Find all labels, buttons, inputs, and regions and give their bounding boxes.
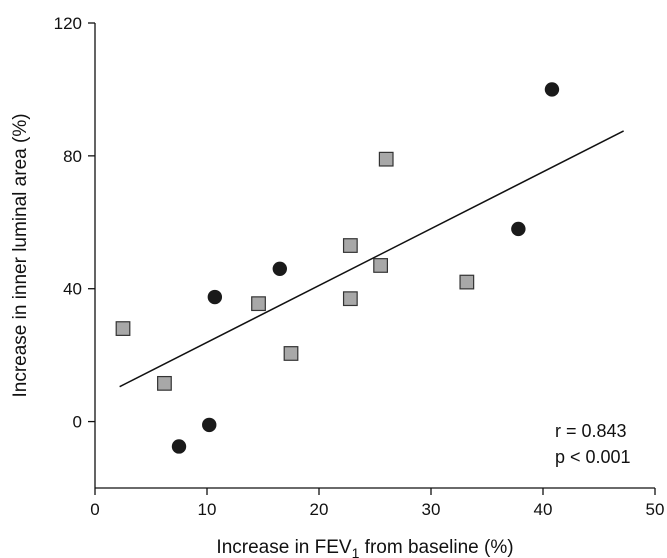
ticks: 0 10 20 30 40 50 0 40 80 120 — [54, 14, 665, 519]
data-point-circle — [511, 221, 526, 237]
x-tick-label: 40 — [534, 500, 553, 519]
x-axis-title: Increase in FEV1 from baseline (%) — [216, 537, 513, 558]
data-point-square — [378, 151, 394, 167]
x-tick-label: 50 — [646, 500, 665, 519]
axes — [94, 23, 655, 489]
data-point-circle — [272, 261, 287, 276]
y-tick-label: 80 — [63, 147, 82, 166]
data-point-square — [373, 258, 388, 273]
p-annotation: p < 0.001 — [555, 447, 631, 467]
data-point-square — [283, 346, 299, 361]
x-axis-title-main: Increase in FEV — [216, 537, 351, 558]
data-point-square — [342, 238, 358, 253]
data-point-square — [251, 296, 266, 312]
x-axis-title-subscript: 1 — [352, 545, 360, 558]
data-point-square — [459, 274, 475, 290]
y-axis-title: Increase in inner luminal area (%) — [10, 113, 31, 397]
y-tick-label: 40 — [63, 280, 82, 299]
y-tick-label: 0 — [73, 413, 82, 432]
data-point-circle — [171, 439, 187, 454]
data-point-square — [157, 375, 172, 391]
regression-line — [119, 130, 624, 388]
x-tick-label: 20 — [310, 500, 329, 519]
data-point-circle — [202, 417, 217, 433]
x-axis-title-suffix: from baseline (%) — [359, 537, 513, 558]
data-point-square — [342, 291, 358, 307]
data-points — [115, 82, 560, 454]
data-point-circle — [544, 82, 560, 97]
r-annotation: r = 0.843 — [555, 421, 627, 441]
x-tick-label: 0 — [90, 500, 99, 519]
data-point-square — [115, 321, 131, 336]
y-tick-label: 120 — [54, 14, 82, 33]
x-tick-label: 10 — [198, 500, 217, 519]
data-point-circle — [207, 289, 223, 305]
x-tick-label: 30 — [422, 500, 441, 519]
